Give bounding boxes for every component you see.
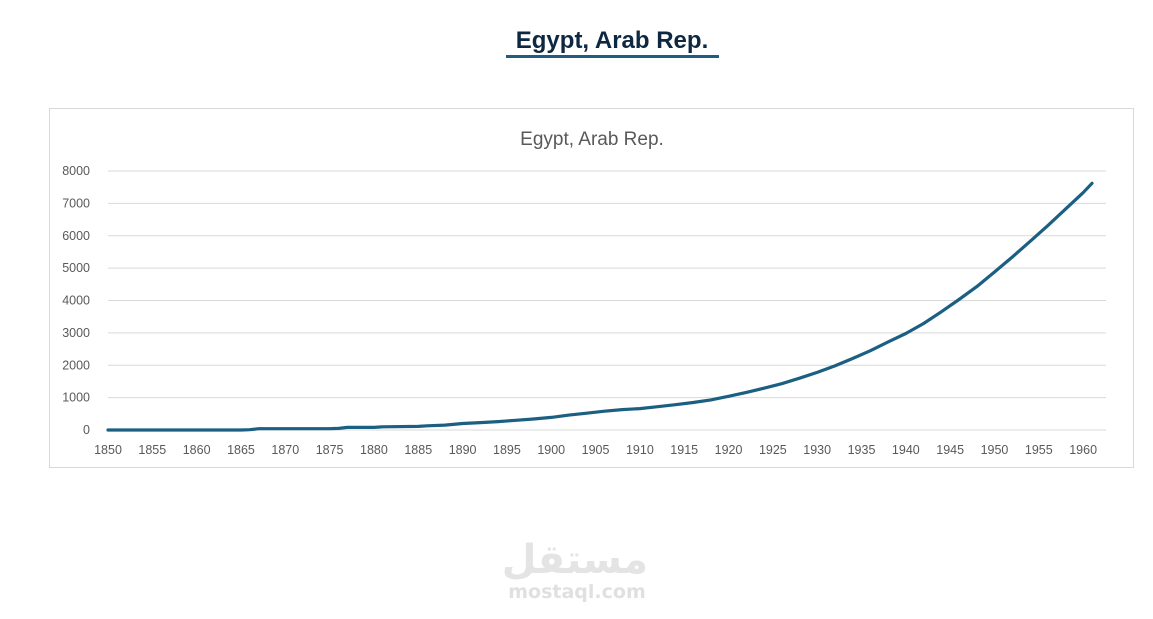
x-tick-label: 1860 bbox=[183, 443, 211, 457]
x-tick-label: 1920 bbox=[715, 443, 743, 457]
title-underline bbox=[506, 55, 719, 58]
x-axis-ticks: 1850 1855 1860 1865 1870 1875 1880 1885 1890 1895… bbox=[94, 443, 1097, 457]
x-tick-label: 1950 bbox=[981, 443, 1009, 457]
x-tick-label: 1940 bbox=[892, 443, 920, 457]
x-tick-label: 1875 bbox=[316, 443, 344, 457]
x-tick-label: 1885 bbox=[404, 443, 432, 457]
y-tick-label: 1000 bbox=[62, 391, 90, 405]
x-tick-label: 1915 bbox=[670, 443, 698, 457]
y-axis-ticks: 0 1000 2000 3000 4000 5000 6000 7000 8000 bbox=[62, 164, 90, 437]
x-tick-label: 1900 bbox=[537, 443, 565, 457]
x-tick-label: 1925 bbox=[759, 443, 787, 457]
chart-area: Egypt, Arab Rep. 0 1000 2000 3000 4000 5000 60… bbox=[49, 108, 1134, 468]
x-tick-label: 1855 bbox=[138, 443, 166, 457]
series-line bbox=[106, 181, 1094, 432]
x-tick-label: 1870 bbox=[271, 443, 299, 457]
y-tick-label: 7000 bbox=[62, 196, 90, 210]
y-tick-label: 4000 bbox=[62, 294, 90, 308]
x-tick-label: 1945 bbox=[936, 443, 964, 457]
page-title: Egypt, Arab Rep. bbox=[515, 27, 709, 54]
x-tick-label: 1880 bbox=[360, 443, 388, 457]
x-tick-label: 1960 bbox=[1069, 443, 1097, 457]
x-tick-label: 1955 bbox=[1025, 443, 1053, 457]
y-tick-label: 0 bbox=[83, 423, 90, 437]
y-tick-label: 8000 bbox=[62, 164, 90, 178]
x-tick-label: 1910 bbox=[626, 443, 654, 457]
chart-title: Egypt, Arab Rep. bbox=[520, 129, 664, 150]
y-tick-label: 2000 bbox=[62, 358, 90, 372]
line-chart: Egypt, Arab Rep. 0 1000 2000 3000 4000 5000 60… bbox=[62, 129, 1106, 457]
watermark-text: mostaql.com bbox=[508, 581, 646, 603]
y-tick-label: 5000 bbox=[62, 261, 90, 275]
x-tick-label: 1935 bbox=[848, 443, 876, 457]
watermark-logo: مستقل bbox=[501, 537, 648, 583]
x-tick-label: 1905 bbox=[582, 443, 610, 457]
x-tick-label: 1865 bbox=[227, 443, 255, 457]
series-group bbox=[106, 181, 1094, 432]
gridlines bbox=[108, 170, 1106, 431]
x-tick-label: 1930 bbox=[803, 443, 831, 457]
x-tick-label: 1895 bbox=[493, 443, 521, 457]
watermark: مستقل mostaql.com bbox=[501, 537, 648, 603]
y-tick-label: 3000 bbox=[62, 326, 90, 340]
x-tick-label: 1850 bbox=[94, 443, 122, 457]
x-tick-label: 1890 bbox=[449, 443, 477, 457]
y-tick-label: 6000 bbox=[62, 229, 90, 243]
